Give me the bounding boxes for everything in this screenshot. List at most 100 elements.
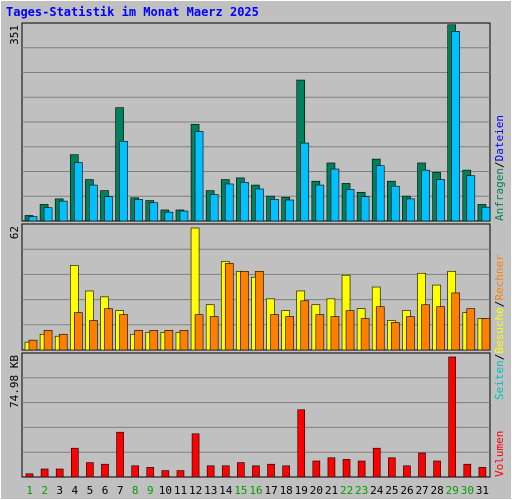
x-tick-label: 1 <box>26 484 33 497</box>
x-tick-label: 23 <box>355 484 368 497</box>
bar-volume <box>418 452 426 478</box>
x-tick-label: 17 <box>264 484 277 497</box>
legend-part: Seiten <box>493 360 506 400</box>
x-tick-label: 27 <box>415 484 428 497</box>
bar-volume <box>403 465 411 478</box>
x-tick-label: 2 <box>41 484 48 497</box>
bar-volume <box>388 457 396 478</box>
bar-volume <box>146 467 155 478</box>
bar-volume <box>312 460 321 478</box>
bar-sites <box>58 333 68 351</box>
bar-files <box>270 199 279 222</box>
x-tick-label: 20 <box>310 484 323 497</box>
bar-sites <box>119 314 128 351</box>
x-tick-label: 28 <box>431 484 444 497</box>
bar-sites <box>300 300 310 351</box>
bar-sites <box>360 318 370 351</box>
bar-sites <box>315 314 325 351</box>
bar-volume <box>282 465 290 478</box>
bar-files <box>73 162 83 222</box>
bar-sites <box>421 304 430 351</box>
x-tick-label: 22 <box>340 484 353 497</box>
bar-sites <box>330 316 340 351</box>
bar-sites <box>255 270 264 351</box>
bar-sites <box>209 316 219 351</box>
bar-sites <box>285 316 294 351</box>
bar-volume <box>176 470 185 478</box>
bar-volume <box>55 468 64 478</box>
bar-sites <box>481 318 491 351</box>
bar-sites <box>134 330 143 351</box>
bar-sites <box>164 330 174 351</box>
bar-files <box>104 196 113 222</box>
bar-sites <box>406 316 415 351</box>
bar-volume <box>463 463 472 478</box>
bar-files <box>149 202 159 222</box>
x-tick-label: 21 <box>325 484 338 497</box>
bar-volume <box>206 465 215 478</box>
bar-files <box>58 200 68 222</box>
bar-sites <box>224 263 234 351</box>
bar-sites <box>104 308 113 351</box>
y-max-label: 351 <box>8 25 21 45</box>
bar-volume <box>191 433 200 478</box>
bar-files <box>224 183 234 222</box>
bar-sites <box>149 330 159 351</box>
bar-volume <box>237 462 245 478</box>
panel-pages-visits-sites: 62 <box>8 223 491 351</box>
bar-files <box>134 199 143 222</box>
x-tick-label: 6 <box>102 484 109 497</box>
bar-files <box>436 179 445 222</box>
x-tick-label: 5 <box>87 484 94 497</box>
bar-sites <box>375 306 385 351</box>
bar-volume <box>342 459 351 478</box>
bar-files <box>43 207 53 222</box>
bar-volume <box>478 467 487 478</box>
x-tick-label: 26 <box>400 484 413 497</box>
bar-sites <box>43 330 53 351</box>
bar-files <box>466 175 476 222</box>
chart-title: Tages-Statistik im Monat Maerz 2025 <box>6 5 259 19</box>
series-legend-label: Seiten/Besuche/Rechner <box>493 254 506 400</box>
bar-sites <box>73 312 83 351</box>
legend-part: Anfragen <box>493 168 506 221</box>
bar-volume <box>86 462 94 478</box>
x-tick-label: 13 <box>204 484 217 497</box>
bar-files <box>119 141 128 222</box>
legend-part: / <box>493 161 506 168</box>
bar-volume <box>297 409 306 478</box>
x-tick-label: 24 <box>370 484 384 497</box>
bar-volume <box>433 460 441 478</box>
x-tick-label: 3 <box>56 484 63 497</box>
x-tick-label: 18 <box>280 484 293 497</box>
bar-volume <box>161 470 170 478</box>
x-tick-label: 15 <box>234 484 247 497</box>
x-tick-label: 16 <box>249 484 262 497</box>
x-tick-label: 7 <box>117 484 124 497</box>
x-tick-label: 29 <box>446 484 459 497</box>
bar-files <box>194 131 204 222</box>
panel-frame <box>21 352 491 478</box>
x-tick-label: 30 <box>461 484 474 497</box>
x-tick-label: 8 <box>132 484 139 497</box>
bar-volume <box>116 431 124 478</box>
legend-part: / <box>493 354 506 361</box>
bar-files <box>481 206 491 222</box>
bar-files <box>89 184 98 222</box>
bar-files <box>375 165 385 222</box>
panel-hits-files: 351 <box>8 22 491 222</box>
bar-volume <box>70 447 79 478</box>
bar-sites <box>451 292 461 351</box>
bar-volume <box>221 465 230 478</box>
series-legend-label: Volumen <box>493 431 506 477</box>
bar-files <box>164 211 174 222</box>
bar-volume <box>101 463 109 478</box>
bar-volume <box>131 465 139 478</box>
series-legend-label: Anfragen/Dateien <box>493 115 506 221</box>
y-max-label: 74.98 KB <box>8 355 21 408</box>
x-tick-label: 11 <box>174 484 187 497</box>
bar-volume <box>448 356 457 478</box>
bar-sites <box>391 322 400 351</box>
bar-sites <box>240 270 249 351</box>
